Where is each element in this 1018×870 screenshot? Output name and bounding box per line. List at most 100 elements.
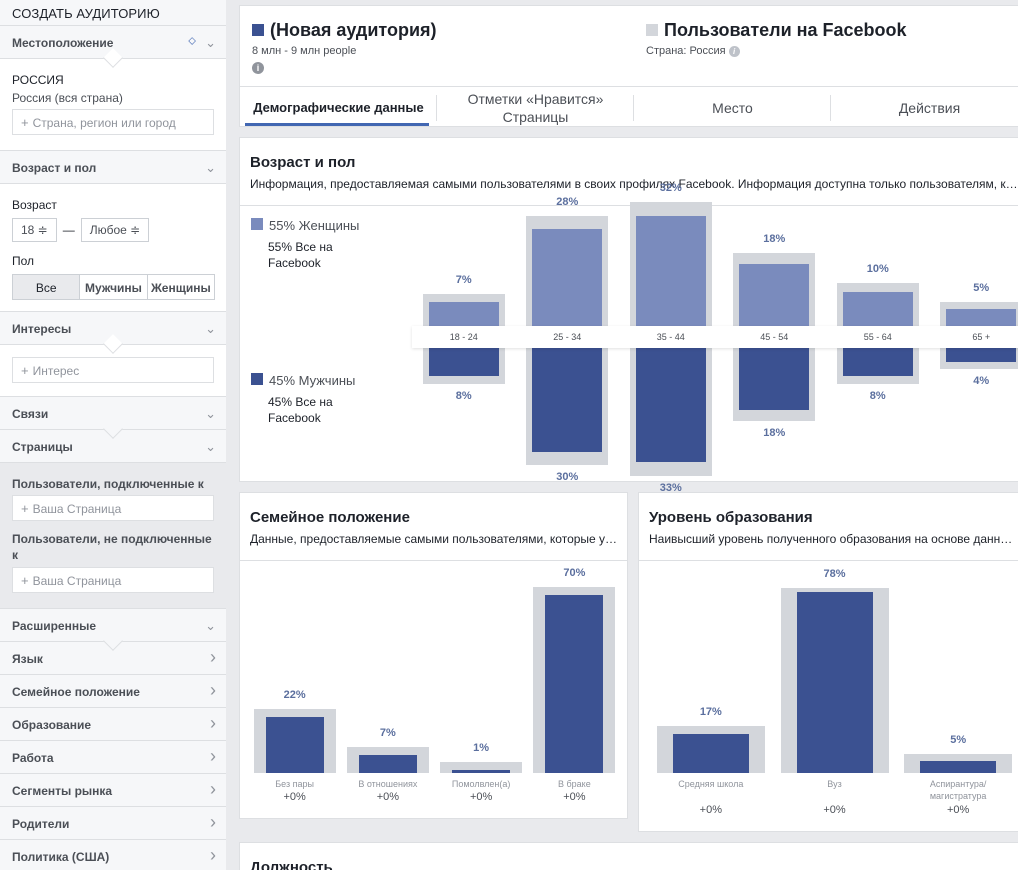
value-bar <box>452 770 511 773</box>
info-icon[interactable]: i <box>252 62 264 74</box>
section-location-label: Местоположение <box>12 36 114 50</box>
section-5[interactable]: Сегменты рынка › <box>0 774 226 807</box>
sidebar-title: СОЗДАТЬ АУДИТОРИЮ <box>0 0 226 26</box>
plus-icon: + <box>21 501 29 516</box>
bar-value-label: 22% <box>283 688 306 701</box>
not-connected-page-input[interactable]: + Ваша Страница <box>12 567 214 593</box>
location-country: РОССИЯ <box>12 73 64 87</box>
section-pages[interactable]: Страницы ⌄ <box>0 430 226 463</box>
audience-header-panel: (Новая аудитория) 8 млн - 9 млн people i… <box>239 5 1018 127</box>
section-connections-label: Связи <box>12 407 49 421</box>
delta-label: +0% <box>469 791 493 803</box>
category-label: Аспирантура/ магистратура <box>929 779 987 801</box>
men-legend: 45% Мужчины 45% Все на Facebook <box>251 373 401 426</box>
age-dash: — <box>62 223 75 237</box>
pages-body: Пользователи, подключенные к + Ваша Стран… <box>0 463 226 609</box>
section-age-gender[interactable]: Возраст и пол ⌄ <box>0 151 226 184</box>
gender-men-button[interactable]: Мужчины <box>80 275 148 299</box>
age-axis-band <box>412 326 1018 348</box>
chevron-right-icon[interactable]: › <box>210 812 216 832</box>
section-advanced[interactable]: Расширенные ⌄ <box>0 609 226 651</box>
education-title: Уровень образования <box>649 509 813 526</box>
tab-location[interactable]: Место <box>634 87 831 128</box>
men-value-label: 33% <box>659 482 682 495</box>
women-bar <box>842 291 913 326</box>
chevron-down-icon[interactable]: ⌄ <box>205 321 216 336</box>
chevron-down-icon[interactable]: ⌄ <box>205 35 216 50</box>
chevron-right-icon[interactable]: › <box>210 647 216 667</box>
education-subtitle: Наивысший уровень полученного образовани… <box>649 532 1013 546</box>
section-6[interactable]: Родители › <box>0 807 226 840</box>
education-panel: Уровень образования Наивысший уровень по… <box>638 492 1018 832</box>
gender-label: Пол <box>12 254 35 268</box>
audience-swatch <box>252 24 264 36</box>
section-location[interactable]: Местоположение ⬦ ⌄ <box>0 26 226 68</box>
tab-bar: Демографические данные Отметки «Нравится… <box>240 86 1018 128</box>
location-search-input[interactable]: + Страна, регион или город <box>12 109 214 135</box>
section-7[interactable]: Политика (США) › <box>0 840 226 870</box>
section-pages-label: Страницы <box>12 440 73 454</box>
age-from-select[interactable]: 18 ≑ <box>12 218 57 242</box>
family-title: Семейное положение <box>250 509 410 526</box>
plus-icon: + <box>21 363 29 378</box>
women-value-label: 10% <box>866 263 889 275</box>
not-connected-placeholder: Ваша Страница <box>32 574 122 588</box>
plus-icon: + <box>21 573 29 588</box>
section-label: Работа <box>12 751 54 765</box>
chevron-right-icon[interactable]: › <box>210 845 216 865</box>
tab-activity[interactable]: Действия <box>831 87 1018 128</box>
bar-value-label: 1% <box>473 742 490 755</box>
settings-dot-icon[interactable]: ⬦ <box>188 35 196 47</box>
audience-size: 8 млн - 9 млн people <box>252 45 357 57</box>
women-bar <box>532 229 603 326</box>
chevron-down-icon[interactable]: ⌄ <box>205 406 216 421</box>
chevron-down-icon[interactable]: ⌄ <box>205 160 216 175</box>
chevron-right-icon[interactable]: › <box>210 713 216 733</box>
section-label: Политика (США) <box>12 850 110 864</box>
section-label: Сегменты рынка <box>12 784 113 798</box>
section-2[interactable]: Семейное положение › <box>0 675 226 708</box>
section-connections[interactable]: Связи ⌄ <box>0 397 226 439</box>
tab-page-likes[interactable]: Отметки «Нравится» Страницы <box>437 87 634 128</box>
section-3[interactable]: Образование › <box>0 708 226 741</box>
info-icon-glyph: i <box>733 47 736 56</box>
location-placeholder: Страна, регион или город <box>32 116 176 130</box>
category-label: В браке <box>558 779 591 789</box>
women-value-label: 28% <box>556 196 579 209</box>
chevron-down-icon[interactable]: ⌄ <box>205 618 216 633</box>
education-chart: 17% Средняя школа +0% 78% Вуз +0% 5% Аспирантур… <box>639 562 1018 833</box>
chevron-down-icon[interactable]: ⌄ <box>205 439 216 454</box>
men-bar <box>946 348 1017 362</box>
age-tick-label: 65 + <box>972 332 991 342</box>
category-label: Без пары <box>275 779 314 789</box>
tab-demographics[interactable]: Демографические данные <box>240 87 437 128</box>
women-bar <box>635 215 706 326</box>
compare-title: Пользователи на Facebook <box>664 20 907 40</box>
gender-women-button[interactable]: Женщины <box>150 281 211 295</box>
chevron-right-icon[interactable]: › <box>210 680 216 700</box>
gender-all-button[interactable]: Все <box>13 275 81 299</box>
men-value-label: 18% <box>763 426 786 439</box>
men-bar <box>739 348 810 411</box>
interest-input[interactable]: + Интерес <box>12 357 214 383</box>
category-label: Средняя школа <box>678 779 744 789</box>
age-to-select[interactable]: Любое ≑ <box>80 218 150 242</box>
gender-selector: Все Мужчины Женщины <box>12 274 215 300</box>
delta-label: +0% <box>563 791 586 803</box>
job-title-heading: Должность <box>250 859 333 870</box>
section-interests[interactable]: Интересы ⌄ <box>0 312 226 354</box>
women-bar <box>946 308 1017 326</box>
chevron-right-icon[interactable]: › <box>210 779 216 799</box>
section-label: Образование <box>12 718 92 732</box>
family-subtitle: Данные, предоставляемые самыми пользоват… <box>250 532 618 546</box>
age-tick-label: 25 - 34 <box>553 332 582 342</box>
men-legend-label: 45% Мужчины <box>269 373 356 388</box>
connected-page-input[interactable]: + Ваша Страница <box>12 495 214 521</box>
chevron-right-icon[interactable]: › <box>210 746 216 766</box>
section-4[interactable]: Работа › <box>0 741 226 774</box>
info-icon-glyph: i <box>256 63 260 73</box>
info-icon[interactable]: i <box>728 46 740 57</box>
women-value-label: 5% <box>973 281 990 294</box>
bar-value-label: 78% <box>823 567 846 580</box>
tab-activity-label: Действия <box>898 99 961 116</box>
